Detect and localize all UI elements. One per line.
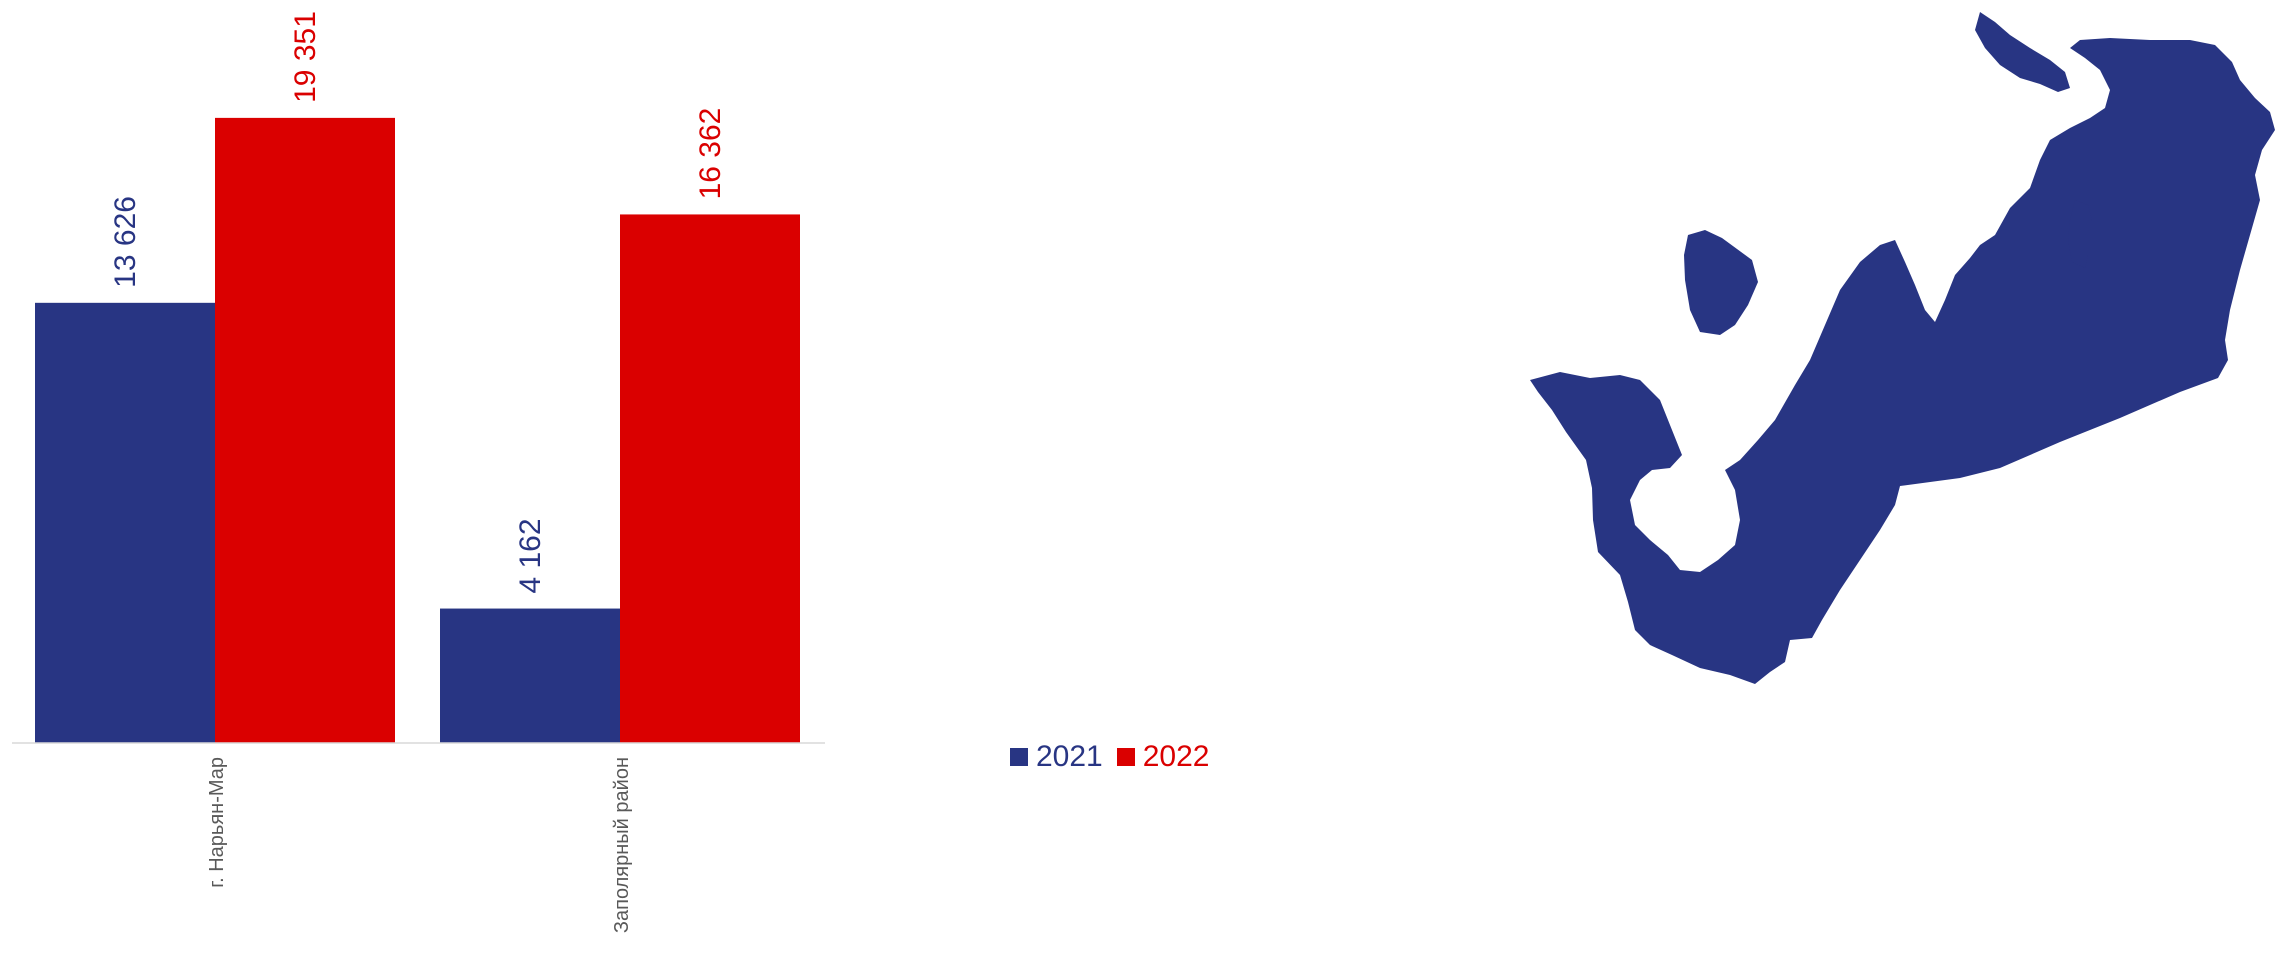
legend-swatch-2022: [1116, 748, 1135, 766]
legend-label-2021: 2021: [1036, 740, 1103, 773]
map-island-north: [1975, 12, 2070, 92]
legend-item-2022: 2022: [1116, 740, 1210, 774]
value-label-2022-1: 16 362: [694, 108, 727, 200]
bar-chart: 13 626 19 351 4 162 16 362 г. Нарьян-Мар Зап…: [12, 11, 825, 933]
category-label-0: г. Нарьян-Мар: [206, 757, 228, 888]
region-map-icon: [1530, 12, 2275, 684]
value-labels-group: 13 626 19 351 4 162 16 362: [109, 11, 727, 593]
value-label-2021-0: 13 626: [109, 196, 142, 288]
value-label-2021-1: 4 162: [514, 518, 547, 593]
map-mainland: [1530, 38, 2275, 684]
bars-group: [35, 117, 800, 744]
value-label-2022-0: 19 351: [289, 11, 322, 103]
legend-item-2021: 2021: [1010, 740, 1103, 774]
bar-2021-1: [440, 608, 620, 743]
bar-2021-0: [35, 302, 215, 743]
map-island-small: [2068, 200, 2092, 268]
bar-2022-0: [215, 117, 395, 744]
legend-swatch-2021: [1010, 748, 1028, 766]
legend-label-2022: 2022: [1142, 740, 1210, 773]
bar-2022-1: [620, 214, 800, 743]
map-island-kolguev: [1684, 230, 1758, 335]
legend: 2021 2022: [1010, 740, 1224, 774]
map-inlet: [1640, 465, 1728, 562]
map-shapes: [1530, 12, 2275, 684]
category-label-1: Заполярный район: [611, 757, 633, 933]
category-labels-group: г. Нарьян-Мар Заполярный район: [206, 757, 633, 933]
